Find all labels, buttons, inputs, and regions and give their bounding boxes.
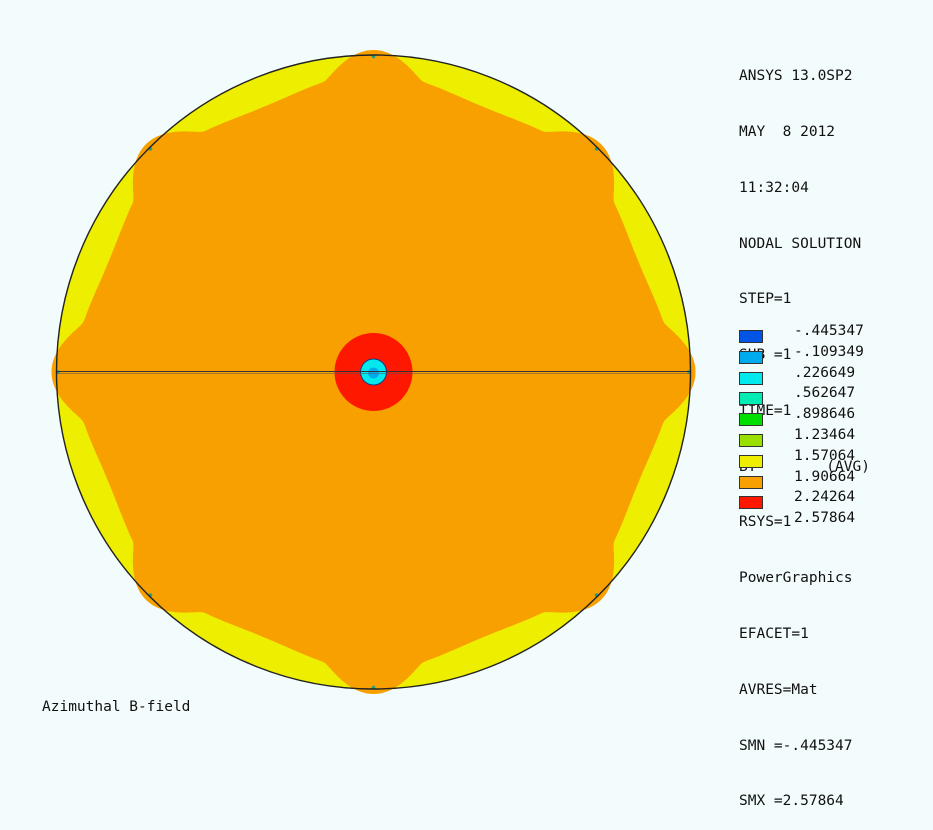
legend-label: -.445347 [794,323,864,339]
info-smn: SMN =-.445347 [739,737,853,754]
legend-label: .898646 [794,406,856,423]
legend-label: 2.24264 [794,489,856,506]
legend-swatch [739,350,763,364]
legend-label: 1.90664 [794,468,856,485]
legend-swatch [739,454,763,468]
legend-swatch [739,371,763,385]
legend-label: 2.57864 [794,510,856,527]
legend-label: .226649 [794,364,856,381]
legend-label: 1.23464 [794,426,856,443]
info-date: MAY 8 2012 [739,123,836,140]
legend-swatch [739,496,763,510]
legend-swatch [739,433,763,447]
legend-swatch [739,330,763,343]
info-step: STEP=1 [739,291,792,308]
blue-core-center [368,367,379,379]
info-solution-type: NODAL SOLUTION [739,235,862,252]
legend-swatch [739,392,763,406]
legend-label: -.109349 [794,343,864,360]
contour-plot [51,50,696,694]
info-efacet: EFACET=1 [739,626,809,642]
info-software-version: ANSYS 13.0SP2 [739,68,853,85]
legend-swatch [739,475,763,489]
info-smx: SMX =2.57864 [739,793,844,810]
info-time: 11:32:04 [739,179,809,196]
domain-outline-circle [55,54,692,690]
plot-caption: Azimuthal B-field [42,699,191,715]
info-graphics-mode: PowerGraphics [739,570,853,587]
info-rsys: RSYS=1 [739,514,792,531]
legend-swatch [739,413,763,427]
legend-label: .562647 [794,385,856,402]
info-avres: AVRES=Mat [739,681,818,698]
legend-label: 1.57064 [794,447,856,464]
